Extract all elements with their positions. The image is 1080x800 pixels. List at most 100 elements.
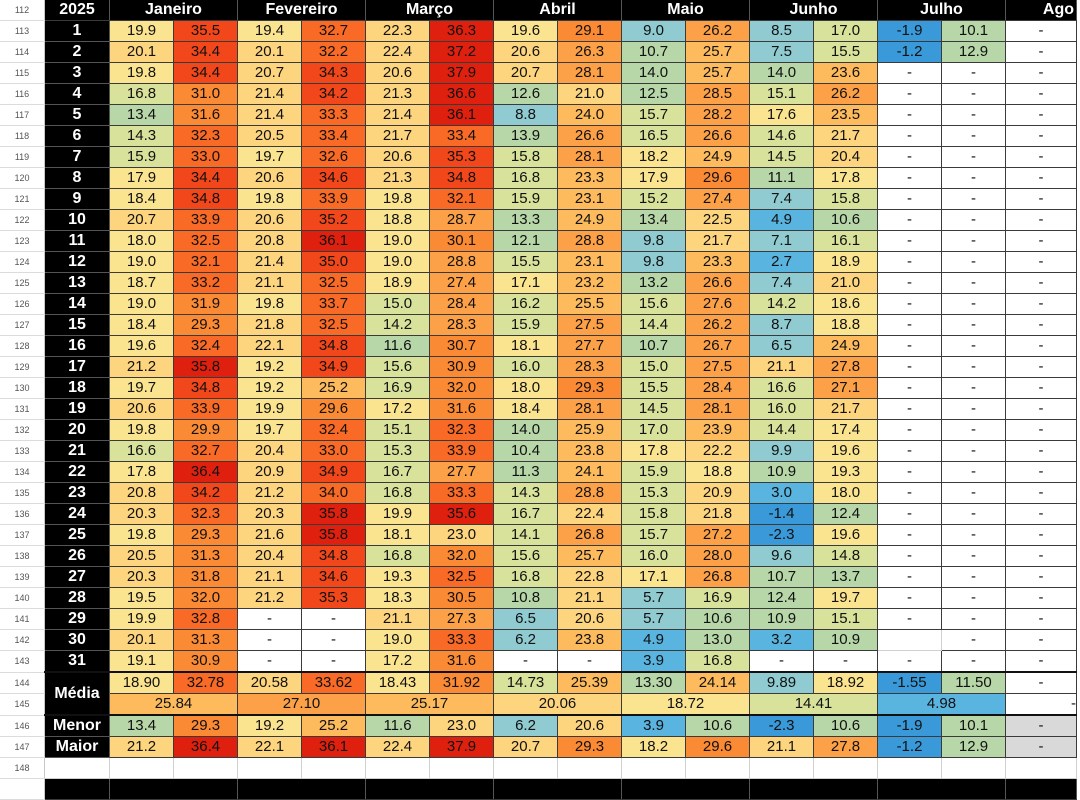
menor-cell[interactable]: 25.2 [301,714,366,737]
temperature-cell[interactable]: 17.8 [109,461,174,483]
temperature-cell[interactable]: 26.6 [685,272,750,294]
temperature-cell[interactable]: 18.0 [109,230,174,252]
temperature-cell[interactable]: 16.9 [365,377,430,399]
empty-cell[interactable] [109,757,174,779]
temperature-cell[interactable]: - [941,230,1006,252]
temperature-cell[interactable]: 18.0 [813,482,878,504]
empty-cell[interactable] [813,757,878,779]
temperature-cell[interactable]: -2.3 [749,524,814,546]
temperature-cell[interactable]: 29.9 [173,419,238,441]
year-header[interactable]: 2025 [44,0,110,21]
temperature-cell[interactable]: 18.9 [365,272,430,294]
temperature-cell[interactable]: 21.7 [813,398,878,420]
temperature-cell[interactable]: 31.6 [429,650,494,673]
temperature-cell[interactable]: 20.3 [237,503,302,525]
empty-cell[interactable] [429,757,494,779]
temperature-cell[interactable]: 28.4 [429,293,494,315]
temperature-cell[interactable]: 20.1 [237,41,302,63]
temperature-cell[interactable]: - [749,650,814,673]
temperature-cell[interactable]: - [941,83,1006,105]
temperature-cell[interactable]: -1.4 [749,503,814,525]
temperature-cell[interactable]: 35.6 [429,503,494,525]
media-cell[interactable]: - [1005,671,1077,694]
temperature-cell[interactable]: 27.8 [813,356,878,378]
menor-cell[interactable]: 3.9 [621,714,686,737]
temperature-cell[interactable]: 29.3 [557,377,622,399]
temperature-cell[interactable]: 31.6 [429,398,494,420]
row-number[interactable]: 124 [0,251,45,273]
temperature-cell[interactable]: 16.5 [621,125,686,147]
temperature-cell[interactable]: - [877,104,942,126]
temperature-cell[interactable]: 19.4 [237,20,302,42]
row-number[interactable]: 142 [0,629,45,651]
temperature-cell[interactable]: - [941,587,1006,609]
row-number[interactable]: 116 [0,83,45,105]
day-number[interactable]: 27 [44,566,110,588]
row-number[interactable]: 138 [0,545,45,567]
temperature-cell[interactable]: 21.6 [237,524,302,546]
temperature-cell[interactable]: - [1005,20,1077,42]
temperature-cell[interactable]: 15.7 [621,104,686,126]
temperature-cell[interactable]: 27.5 [557,314,622,336]
day-number[interactable]: 19 [44,398,110,420]
temperature-cell[interactable]: 31.3 [173,545,238,567]
maior-label[interactable]: Maior [44,736,110,758]
temperature-cell[interactable]: 15.1 [749,83,814,105]
temperature-cell[interactable]: 10.1 [941,20,1006,42]
temperature-cell[interactable]: 5.7 [621,587,686,609]
temperature-cell[interactable]: 18.3 [365,587,430,609]
day-number[interactable]: 29 [44,608,110,630]
temperature-cell[interactable]: 18.6 [813,293,878,315]
temperature-cell[interactable]: -1.2 [877,41,942,63]
temperature-cell[interactable]: 15.6 [365,356,430,378]
temperature-cell[interactable]: 14.2 [365,314,430,336]
menor-label[interactable]: Menor [44,714,110,737]
temperature-cell[interactable]: - [1005,650,1077,673]
temperature-cell[interactable]: 20.3 [109,503,174,525]
temperature-cell[interactable]: 16.1 [813,230,878,252]
temperature-cell[interactable]: 27.5 [685,356,750,378]
overall-average-cell[interactable]: 25.84 [109,693,238,716]
temperature-cell[interactable]: 14.6 [749,125,814,147]
temperature-cell[interactable]: - [301,650,366,673]
row-number[interactable]: 126 [0,293,45,315]
row-number[interactable]: 139 [0,566,45,588]
temperature-cell[interactable]: 18.8 [365,209,430,231]
temperature-cell[interactable]: 36.6 [429,83,494,105]
row-number[interactable]: 125 [0,272,45,294]
temperature-cell[interactable]: 14.2 [749,293,814,315]
media-label[interactable]: Média [44,671,110,716]
temperature-cell[interactable]: 26.7 [685,335,750,357]
temperature-cell[interactable]: 32.2 [301,41,366,63]
temperature-cell[interactable]: 13.9 [493,125,558,147]
temperature-cell[interactable]: - [1005,104,1077,126]
temperature-cell[interactable]: 16.0 [493,356,558,378]
temperature-cell[interactable]: 7.4 [749,188,814,210]
temperature-cell[interactable]: 16.8 [109,83,174,105]
row-number[interactable]: 141 [0,608,45,630]
temperature-cell[interactable]: 20.9 [685,482,750,504]
day-number[interactable]: 24 [44,503,110,525]
temperature-cell[interactable]: 6.5 [749,335,814,357]
temperature-cell[interactable]: 24.9 [685,146,750,168]
temperature-cell[interactable]: - [877,461,942,483]
temperature-cell[interactable]: 23.3 [557,167,622,189]
temperature-cell[interactable]: 23.3 [685,251,750,273]
temperature-cell[interactable]: 21.2 [109,356,174,378]
temperature-cell[interactable]: 32.4 [173,335,238,357]
temperature-cell[interactable]: 19.8 [237,188,302,210]
temperature-cell[interactable]: - [877,209,942,231]
temperature-cell[interactable]: 33.9 [173,398,238,420]
temperature-cell[interactable]: 15.9 [109,146,174,168]
menor-cell[interactable]: 11.6 [365,714,430,737]
temperature-cell[interactable]: - [1005,356,1077,378]
temperature-cell[interactable]: 15.7 [621,524,686,546]
maior-cell[interactable]: 20.7 [493,736,558,758]
temperature-cell[interactable]: 30.1 [429,230,494,252]
temperature-cell[interactable]: 29.3 [173,524,238,546]
temperature-cell[interactable]: 12.4 [813,503,878,525]
temperature-cell[interactable]: - [1005,545,1077,567]
temperature-cell[interactable]: 15.3 [365,440,430,462]
temperature-cell[interactable]: 34.4 [173,41,238,63]
temperature-cell[interactable]: - [877,83,942,105]
